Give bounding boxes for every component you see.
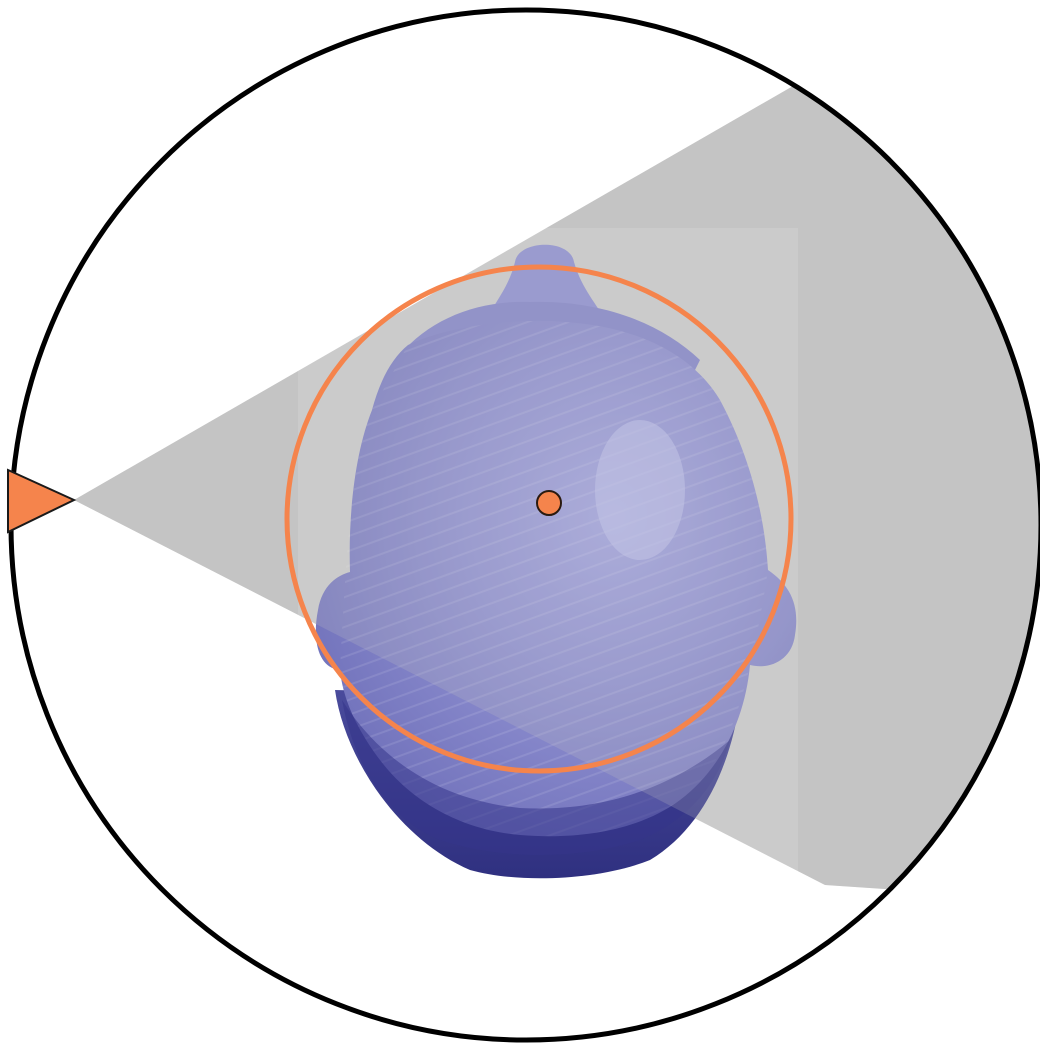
target-region-circle bbox=[284, 264, 794, 774]
view-cone-overlay bbox=[74, 82, 1040, 900]
camera-triangle-icon bbox=[7, 468, 77, 534]
head-model bbox=[315, 244, 797, 879]
head-lower-shadow bbox=[342, 700, 730, 855]
head-highlight bbox=[595, 420, 685, 560]
target-center-dot-icon bbox=[536, 490, 562, 516]
